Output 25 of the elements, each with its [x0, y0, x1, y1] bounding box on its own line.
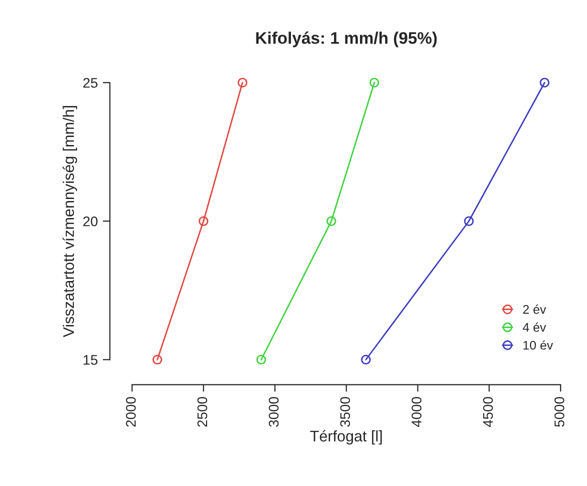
legend-label: 2 év — [523, 304, 546, 314]
x-tick-label: 3500 — [340, 396, 350, 427]
point — [238, 78, 248, 88]
point — [326, 216, 336, 226]
y-tick-label: 15 — [84, 355, 98, 365]
point — [369, 78, 380, 88]
x-tick-label: 4500 — [483, 396, 493, 428]
x-tick-label: 3000 — [268, 396, 279, 427]
y-axis-title: Visszatartott vízmennyiség [mm/h] — [62, 106, 78, 338]
point — [256, 354, 266, 364]
y-tick-label: 20 — [83, 216, 98, 226]
legend-label: 4 év — [522, 322, 546, 332]
x-tick-label: 4000 — [412, 396, 422, 428]
x-tick-label: 5000 — [554, 396, 564, 427]
y-tick-label: 25 — [83, 78, 98, 88]
point — [464, 216, 474, 226]
x-axis-title: Térfogat [l] — [310, 430, 382, 445]
legend-label: 10 év — [523, 340, 554, 350]
point — [198, 216, 208, 226]
x-tick-label: 2000 — [126, 396, 136, 427]
point — [361, 354, 371, 364]
chart-title: Kifolyás: 1 mm/h (95%) — [256, 32, 437, 48]
x-tick-label: 2500 — [197, 396, 208, 427]
point — [540, 78, 550, 88]
point — [152, 354, 162, 364]
